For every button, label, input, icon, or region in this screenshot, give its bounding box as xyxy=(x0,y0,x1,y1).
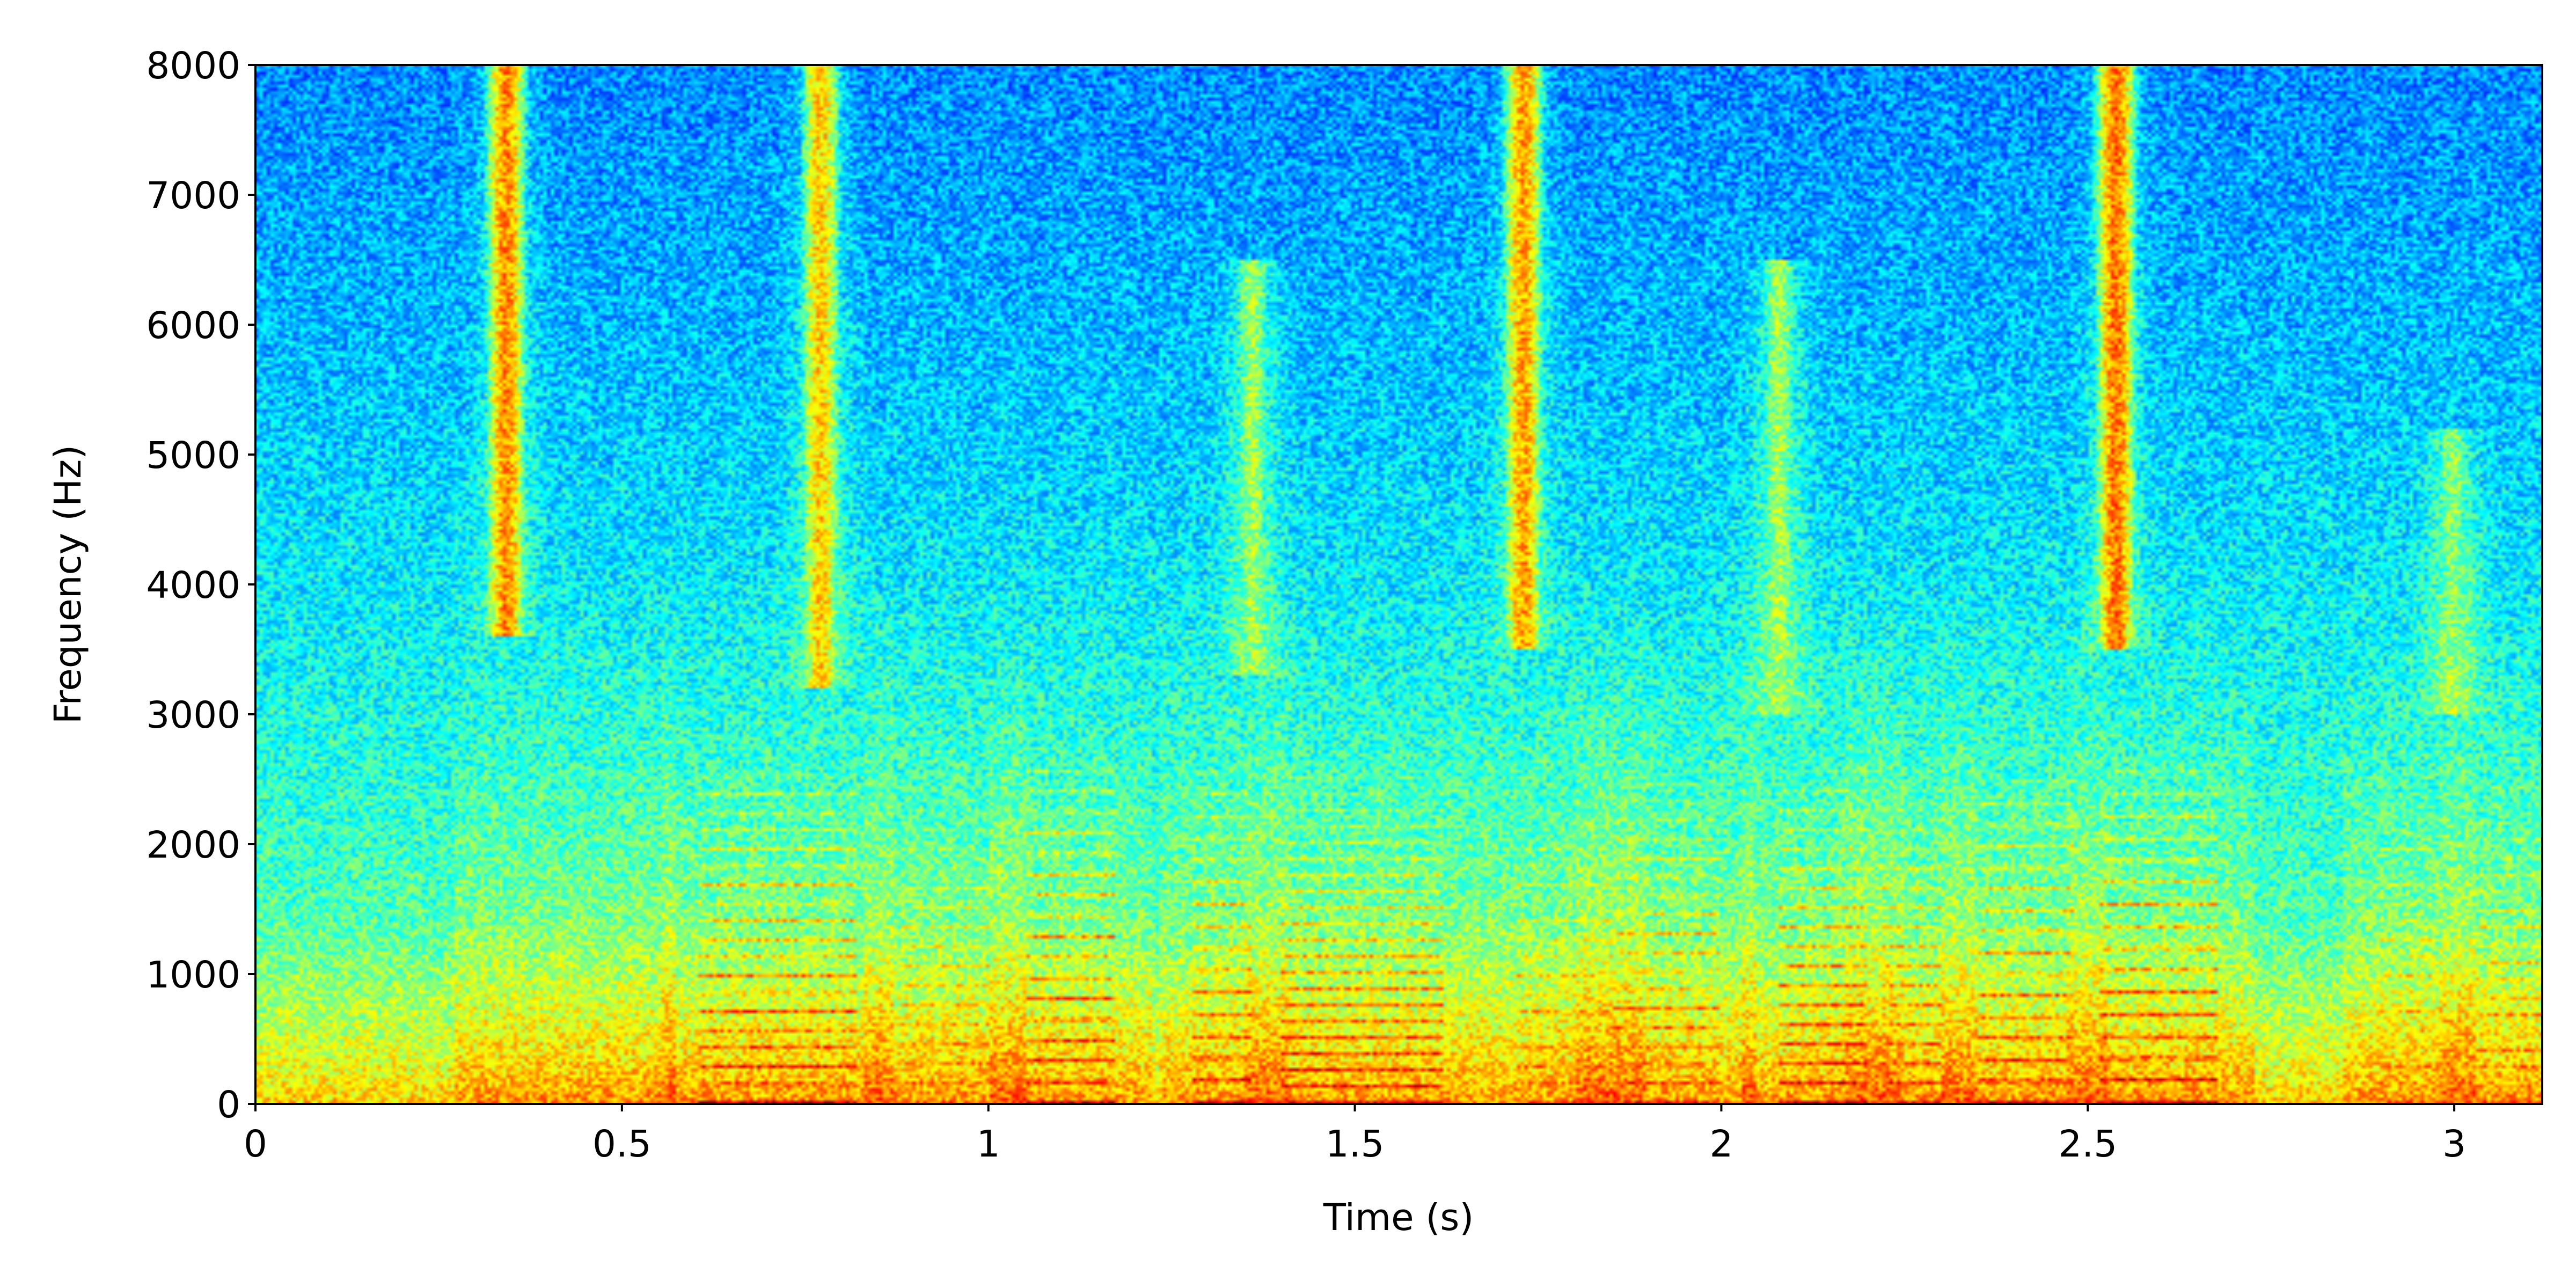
y-tick-label: 5000 xyxy=(146,434,240,477)
y-axis-label: Frequency (Hz) xyxy=(47,445,90,724)
x-tick-label: 1 xyxy=(977,1123,1000,1166)
y-tick-label: 2000 xyxy=(146,824,240,867)
x-tick-label: 2 xyxy=(1709,1123,1733,1166)
y-tick-label: 1000 xyxy=(146,954,240,997)
x-axis-ticks: 0 0.5 1 1.5 2 2.5 3 xyxy=(244,1104,2466,1166)
y-axis-ticks: 0 1000 2000 3000 4000 5000 6000 7000 8000 xyxy=(146,45,255,1126)
y-tick-label: 4000 xyxy=(146,564,240,607)
x-axis-label: Time (s) xyxy=(1323,1196,1474,1239)
y-tick-label: 8000 xyxy=(146,45,240,87)
spectrogram-heatmap xyxy=(255,65,2542,1104)
x-tick-label: 1.5 xyxy=(1326,1123,1385,1166)
x-tick-label: 2.5 xyxy=(2058,1123,2117,1166)
x-tick-label: 3 xyxy=(2442,1123,2466,1166)
y-tick-label: 0 xyxy=(217,1084,240,1126)
x-tick-label: 0 xyxy=(244,1123,267,1166)
y-tick-label: 6000 xyxy=(146,304,240,347)
x-tick-label: 0.5 xyxy=(592,1123,652,1166)
y-tick-label: 7000 xyxy=(146,174,240,217)
y-tick-label: 3000 xyxy=(146,694,240,737)
